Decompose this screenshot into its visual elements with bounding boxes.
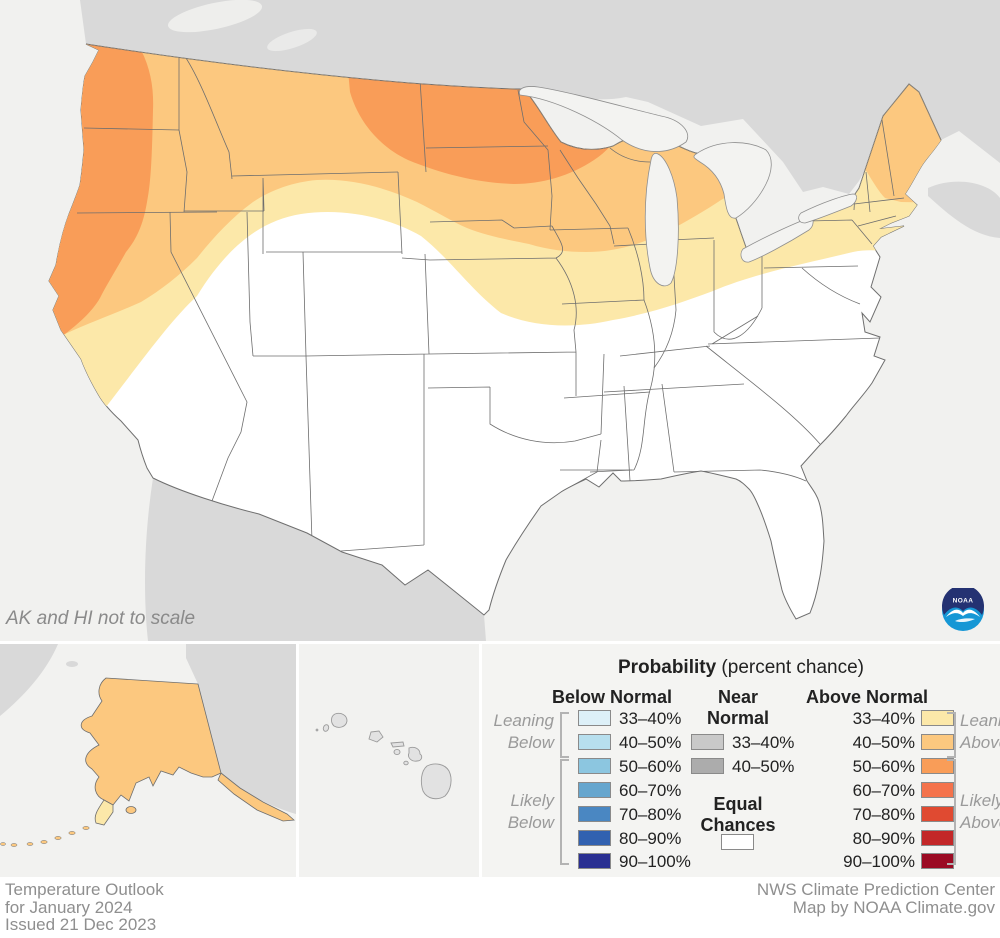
legend-swatch bbox=[578, 782, 611, 798]
legend-swatch bbox=[921, 830, 954, 846]
likely-below-bracket bbox=[560, 759, 569, 865]
oahu bbox=[368, 730, 384, 743]
legend-swatch bbox=[921, 758, 954, 774]
noaa-logo-text: NOAA bbox=[953, 598, 974, 605]
alaska-inset bbox=[0, 644, 296, 877]
conus-map-panel: AK and HI not to scale NOAA bbox=[0, 0, 1000, 641]
hawaii-inset bbox=[299, 644, 479, 877]
legend-swatch bbox=[578, 853, 611, 869]
hawaii-islands bbox=[315, 712, 452, 800]
legend-swatch bbox=[578, 710, 611, 726]
alaska-peninsula bbox=[94, 799, 114, 826]
legend-title: Probability (percent chance) bbox=[617, 657, 865, 678]
legend-swatch bbox=[921, 710, 954, 726]
alaska-mainland bbox=[80, 677, 222, 806]
leaning-below-bracket bbox=[560, 712, 569, 758]
lake-erie bbox=[740, 217, 814, 263]
legend-panel: Probability (percent chance) Below Norma… bbox=[482, 644, 1000, 877]
lake-huron bbox=[693, 142, 772, 219]
above-normal-header: Above Normal bbox=[805, 687, 929, 707]
mexico-landmass bbox=[145, 478, 486, 641]
maritime-canada bbox=[928, 181, 1000, 238]
aleutian-islands bbox=[0, 826, 90, 847]
equal-chances-swatch bbox=[721, 834, 754, 850]
noaa-logo-icon: NOAA bbox=[941, 588, 985, 632]
legend-swatch bbox=[578, 758, 611, 774]
likely-below-label: Likely Below bbox=[507, 791, 554, 832]
lanai bbox=[393, 748, 401, 756]
conus-map bbox=[48, 0, 1000, 641]
legend-swatch bbox=[578, 734, 611, 750]
legend-swatch bbox=[921, 806, 954, 822]
footer-right-text: NWS Climate Prediction Center Map by NOA… bbox=[756, 880, 995, 917]
lake-superior bbox=[518, 86, 688, 152]
legend-swatch bbox=[691, 758, 724, 774]
leaning-above-bracket bbox=[947, 712, 956, 758]
great-lakes bbox=[518, 86, 857, 287]
island-dot bbox=[315, 728, 319, 732]
niihau bbox=[322, 724, 330, 732]
likely-above-label: LikelyAbove bbox=[960, 791, 1000, 832]
likely-above-bracket bbox=[947, 759, 956, 865]
leaning-below-label: Leaning Below bbox=[493, 711, 554, 752]
canada-landmass bbox=[80, 0, 1000, 194]
russia-landmass bbox=[0, 644, 58, 716]
near-normal-header: Near Normal bbox=[706, 687, 769, 728]
legend-swatch bbox=[578, 830, 611, 846]
canada-landmass-ak bbox=[186, 644, 296, 814]
alaska-panhandle bbox=[217, 772, 295, 822]
maui bbox=[408, 746, 423, 762]
legend-swatch bbox=[921, 853, 954, 869]
legend-swatch bbox=[921, 734, 954, 750]
equal-chances-label: Equal Chances bbox=[700, 794, 776, 835]
below-normal-header: Below Normal bbox=[551, 687, 673, 707]
bc-coast-highlight bbox=[167, 0, 263, 33]
bc-coast-highlight2 bbox=[267, 28, 317, 52]
russia-island bbox=[66, 661, 78, 667]
footer-left-text: Temperature Outlook for January 2024 Iss… bbox=[5, 880, 164, 934]
map-note: AK and HI not to scale bbox=[6, 608, 196, 629]
leaning-above-label: LeaningAbove bbox=[960, 711, 1000, 752]
legend-swatch bbox=[691, 734, 724, 750]
molokai bbox=[390, 741, 405, 748]
lake-michigan bbox=[644, 152, 679, 287]
kahoolawe bbox=[403, 760, 409, 766]
lake-ontario bbox=[798, 193, 857, 224]
footer: Temperature Outlook for January 2024 Iss… bbox=[0, 879, 1000, 938]
legend-swatch bbox=[921, 782, 954, 798]
state-boundaries bbox=[76, 47, 905, 552]
legend-swatch bbox=[578, 806, 611, 822]
kauai bbox=[331, 712, 348, 728]
big-island bbox=[420, 763, 452, 800]
kodiak-island bbox=[125, 806, 137, 814]
